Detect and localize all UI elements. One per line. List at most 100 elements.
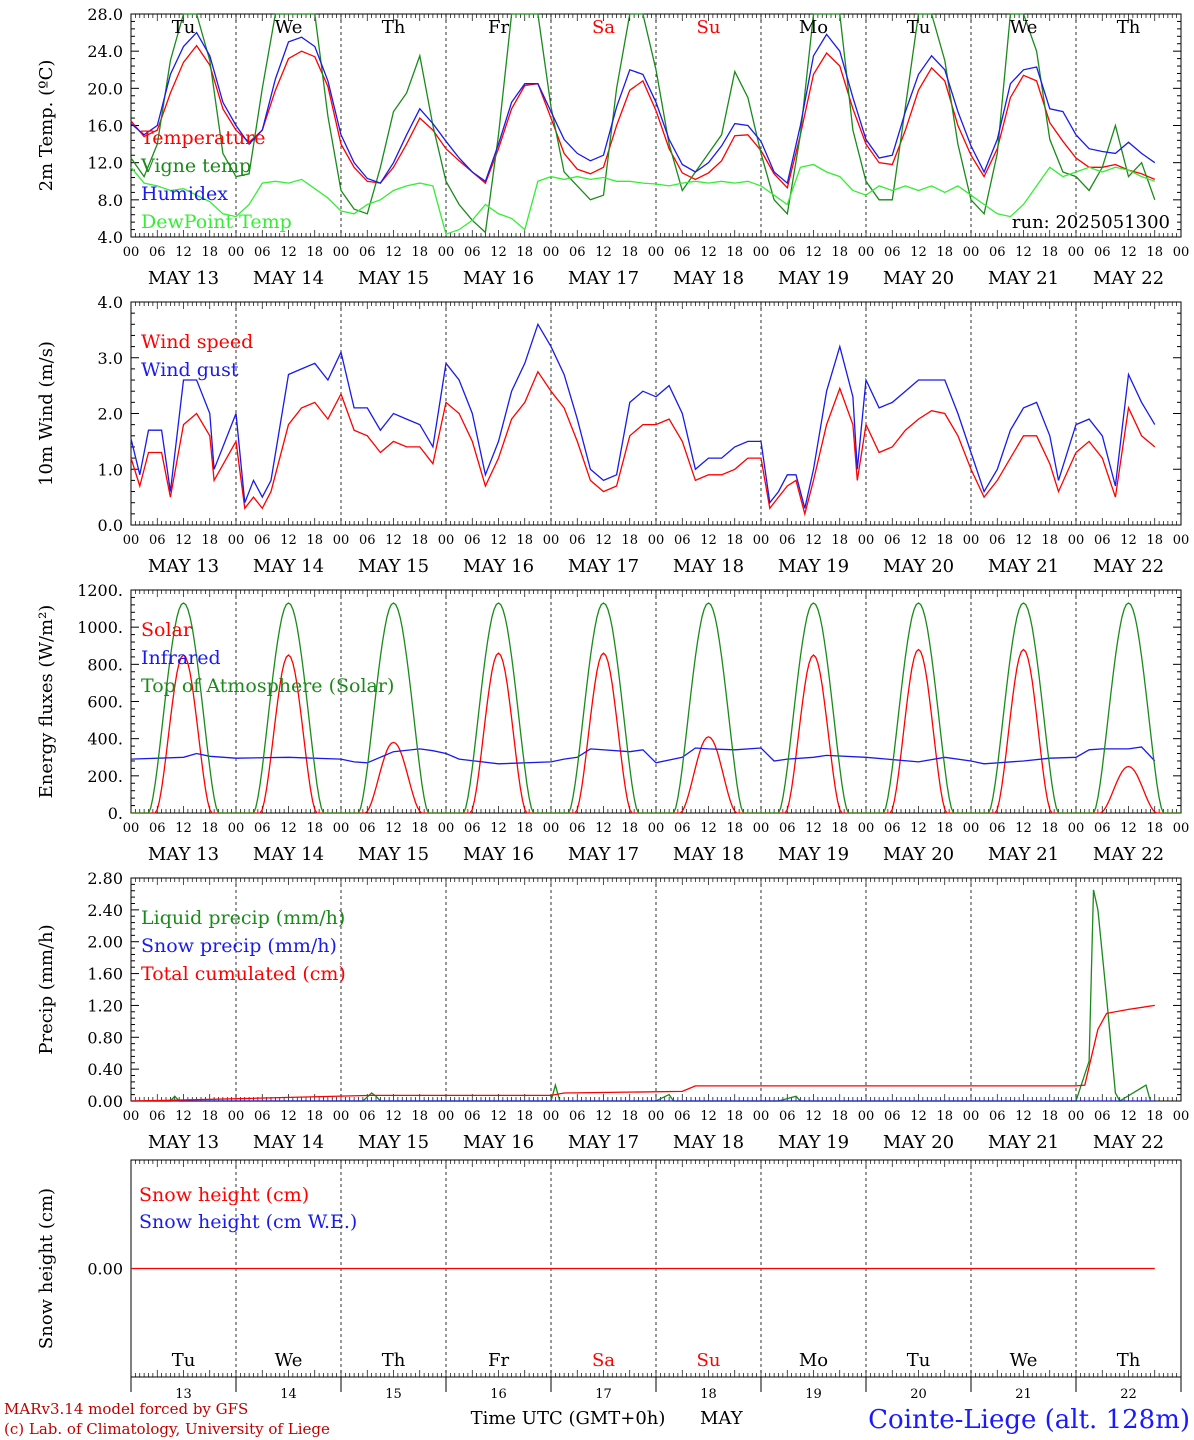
legend-entry: DewPoint Temp <box>141 211 292 233</box>
x-hour-label: 12 <box>700 821 717 836</box>
x-hour-label: 00 <box>753 821 770 836</box>
day-of-week-label: Th <box>382 17 406 38</box>
y-tick-label: 2.40 <box>87 901 123 920</box>
x-hour-label: 18 <box>411 533 428 548</box>
day-of-week-label: Tu <box>907 1350 931 1371</box>
x-hour-label: 00 <box>648 821 665 836</box>
x-hour-label: 18 <box>726 245 743 260</box>
x-hour-label: 18 <box>201 533 218 548</box>
x-hour-label: 00 <box>438 533 455 548</box>
x-hour-label: 00 <box>963 533 980 548</box>
x-hour-label: 12 <box>1120 533 1137 548</box>
x-hour-label: 06 <box>884 1109 901 1124</box>
x-hour-label: 06 <box>254 245 271 260</box>
y-tick-label: 28.0 <box>87 5 123 24</box>
x-hour-label: 06 <box>884 245 901 260</box>
x-hour-label: 12 <box>595 1109 612 1124</box>
y-tick-label: 8.0 <box>98 191 123 210</box>
x-axis-label: Time UTC (GMT+0h) <box>471 1408 666 1429</box>
series-line-total-cumulated-cm- <box>130 1004 1155 1102</box>
x-hour-label: 00 <box>648 245 665 260</box>
x-date-label: MAY 18 <box>673 556 744 577</box>
day-of-week-label: Sa <box>592 1350 615 1371</box>
x-date-label: MAY 21 <box>988 1132 1059 1153</box>
x-hour-label: 00 <box>1068 821 1085 836</box>
x-hour-label: 06 <box>254 1109 271 1124</box>
footer-copyright: (c) Lab. of Climatology, University of L… <box>4 1420 330 1438</box>
x-date-label: MAY 20 <box>883 268 954 289</box>
x-hour-label: 06 <box>1094 533 1111 548</box>
x-hour-label: 00 <box>1068 1109 1085 1124</box>
x-hour-label: 18 <box>621 533 638 548</box>
x-hour-label: 06 <box>149 821 166 836</box>
legend-entry: Top of Atmosphere (Solar) <box>141 675 394 697</box>
x-hour-label: 00 <box>1068 533 1085 548</box>
x-hour-label: 18 <box>411 245 428 260</box>
footer-model: MARv3.14 model forced by GFS <box>4 1400 248 1418</box>
x-date-label: MAY 22 <box>1093 268 1164 289</box>
x-hour-label: 12 <box>595 245 612 260</box>
month-label: MAY <box>700 1408 744 1429</box>
x-hour-label: 12 <box>175 821 192 836</box>
x-hour-label: 18 <box>306 245 323 260</box>
x-hour-label: 18 <box>1041 533 1058 548</box>
y-tick-label: 0.40 <box>87 1060 123 1079</box>
x-hour-label: 12 <box>910 1109 927 1124</box>
x-hour-label: 00 <box>963 245 980 260</box>
x-date-label: MAY 20 <box>883 556 954 577</box>
x-hour-label: 12 <box>490 245 507 260</box>
legend-entry: Solar <box>141 619 193 641</box>
x-hour-label: 06 <box>1094 245 1111 260</box>
x-hour-label: 12 <box>805 821 822 836</box>
x-hour-label: 06 <box>674 533 691 548</box>
day-of-week-label: Sa <box>592 17 615 38</box>
x-hour-label: 06 <box>569 1109 586 1124</box>
x-hour-label: 00 <box>543 1109 560 1124</box>
x-hour-label: 00 <box>438 821 455 836</box>
x-date-label: MAY 13 <box>148 1132 219 1153</box>
day-of-week-label: Mo <box>799 1350 828 1371</box>
x-hour-label: 12 <box>280 1109 297 1124</box>
day-of-week-label: Th <box>1117 1350 1141 1371</box>
series-line-wind-gust <box>130 322 1156 509</box>
x-date-label: MAY 22 <box>1093 556 1164 577</box>
x-hour-label: 06 <box>779 533 796 548</box>
x-hour-label: 12 <box>1120 245 1137 260</box>
series-line-liquid-precip-mm-h- <box>131 889 1152 1102</box>
day-number-label: 17 <box>595 1387 612 1402</box>
x-hour-label: 18 <box>936 821 953 836</box>
x-hour-label: 12 <box>490 1109 507 1124</box>
x-hour-label: 18 <box>1146 821 1163 836</box>
x-hour-label: 06 <box>149 1109 166 1124</box>
x-hour-label: 18 <box>516 533 533 548</box>
day-of-week-label: We <box>1010 1350 1038 1371</box>
x-date-label: MAY 22 <box>1093 1132 1164 1153</box>
x-date-label: MAY 13 <box>148 844 219 865</box>
y-tick-label: 1.0 <box>98 460 123 479</box>
x-hour-label: 00 <box>858 533 875 548</box>
x-hour-label: 18 <box>726 821 743 836</box>
x-date-label: MAY 19 <box>778 268 849 289</box>
x-hour-label: 18 <box>936 245 953 260</box>
day-of-week-label: Th <box>1117 17 1141 38</box>
x-hour-label: 06 <box>674 1109 691 1124</box>
x-hour-label: 18 <box>516 821 533 836</box>
day-of-week-label: We <box>1010 17 1038 38</box>
x-hour-label: 12 <box>280 245 297 260</box>
panel-frame <box>130 589 1182 814</box>
x-hour-label: 12 <box>385 821 402 836</box>
station-label: Cointe-Liege (alt. 128m) <box>868 1405 1190 1435</box>
x-hour-label: 00 <box>753 533 770 548</box>
x-hour-label: 00 <box>858 1109 875 1124</box>
x-hour-label: 06 <box>254 821 271 836</box>
series-line-infrared <box>130 746 1156 765</box>
x-hour-label: 18 <box>1146 533 1163 548</box>
x-hour-label: 00 <box>1173 1109 1190 1124</box>
x-date-label: MAY 22 <box>1093 844 1164 865</box>
x-hour-label: 18 <box>411 1109 428 1124</box>
x-hour-label: 06 <box>569 821 586 836</box>
day-of-week-label: Tu <box>907 17 931 38</box>
day-of-week-label: Tu <box>172 1350 196 1371</box>
x-hour-label: 18 <box>831 245 848 260</box>
x-hour-label: 06 <box>359 821 376 836</box>
